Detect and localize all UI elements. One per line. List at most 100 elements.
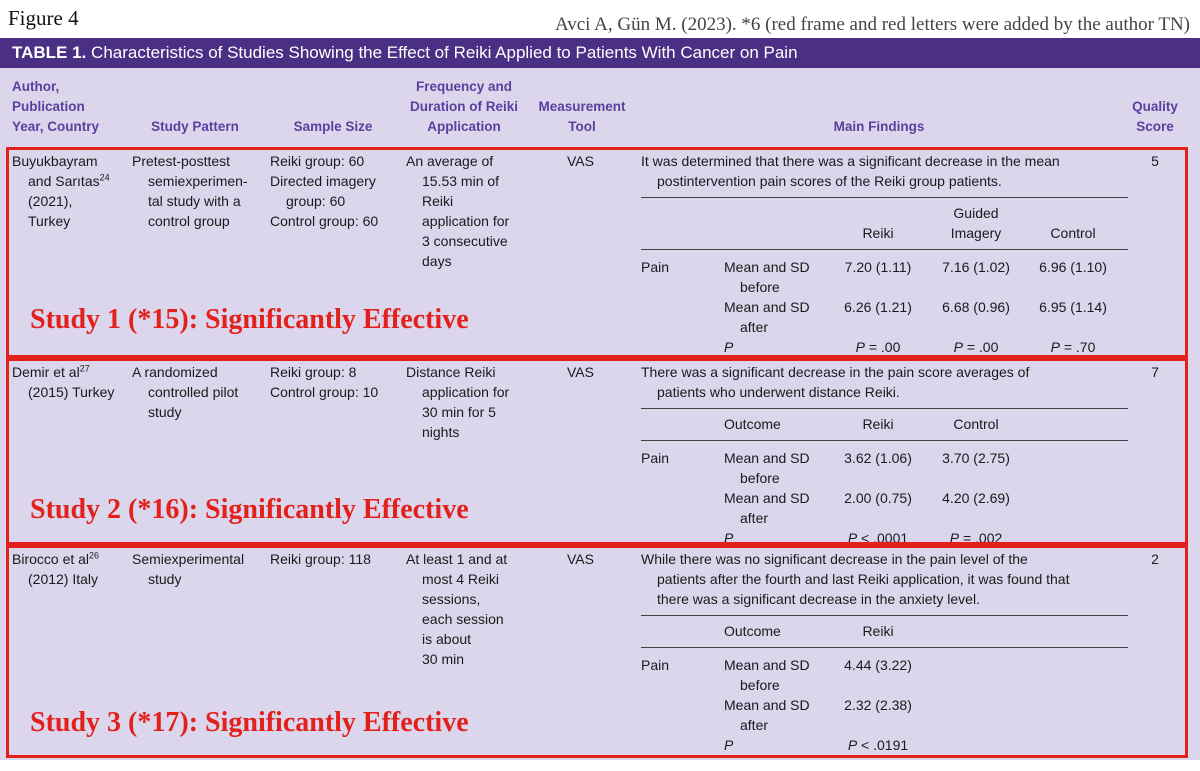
rule [641, 647, 1128, 648]
measure: Mean and SD before [724, 259, 810, 295]
citation: Avci A, Gün M. (2023). *6 (red frame and… [554, 14, 1190, 35]
frequency: most 4 Reiki [422, 571, 500, 587]
sample-size: group: 60 [286, 193, 346, 209]
column-header: Duration of Reiki [409, 99, 519, 114]
column-header: Score [1136, 119, 1174, 134]
study-pattern: semiexperimen- [148, 173, 248, 189]
column-header: Application [427, 119, 501, 134]
author: and Sarıtas24 [28, 172, 110, 189]
column-header: Quality [1132, 99, 1178, 114]
author: (2021), [28, 193, 73, 209]
outcome: Pain [641, 450, 670, 466]
column-header: Sample Size [293, 119, 373, 134]
rule [641, 615, 1128, 616]
measurement-tool: VAS [567, 153, 594, 169]
measure: P [724, 737, 734, 753]
main-finding: There was a significant decrease in the … [641, 364, 1030, 380]
frequency: 30 min [422, 651, 465, 667]
author: (2015) Turkey [28, 384, 115, 400]
result-value: 4.44 (3.22) [844, 657, 912, 673]
annotation: Study 3 (*17): Significantly Effective [30, 707, 469, 738]
frequency: application for [422, 213, 510, 229]
main-finding: patients who underwent distance Reiki. [657, 384, 900, 400]
result-header: Reiki [862, 225, 894, 241]
study-pattern: control group [148, 213, 230, 229]
result-header: Control [1050, 225, 1096, 241]
column-header: Tool [568, 119, 596, 134]
reference: 27 [79, 363, 90, 374]
table-label: TABLE 1. [12, 43, 87, 62]
red-frame [6, 147, 1188, 358]
main-finding: It was determined that there was a signi… [641, 153, 1060, 169]
frequency: 15.53 min of [422, 173, 500, 189]
frequency: sessions, [422, 591, 481, 607]
measure: Mean and SD after [724, 697, 810, 733]
red-frame [6, 545, 1188, 758]
measurement-tool: VAS [567, 364, 594, 380]
frequency: days [422, 253, 452, 269]
result-value: P = .00 [855, 339, 901, 355]
result-header: Outcome [724, 623, 781, 639]
result-header: Control [953, 416, 999, 432]
frequency: At least 1 and at [406, 551, 508, 567]
author: Buyukbayram [12, 153, 98, 169]
result-value: 7.20 (1.11) [844, 259, 912, 275]
annotation: Study 1 (*15): Significantly Effective [30, 304, 469, 335]
measurement-tool: VAS [567, 551, 594, 567]
main-finding: patients after the fourth and last Reiki… [657, 571, 1070, 587]
column-header: Frequency and [415, 79, 513, 94]
result-header: Reiki [862, 416, 894, 432]
sample-size: Reiki group: 8 [270, 364, 357, 380]
red-frame [6, 358, 1188, 545]
author: (2012) Italy [28, 571, 99, 587]
result-value: 7.16 (1.02) [942, 259, 1010, 275]
measure: P [724, 339, 734, 355]
study-pattern: tal study with a [148, 193, 241, 209]
author: Turkey [28, 213, 71, 229]
result-header: Outcome [724, 416, 781, 432]
rule [641, 197, 1128, 198]
sample-size: Control group: 60 [270, 213, 379, 229]
column-header: Main Findings [833, 119, 925, 134]
result-value: 4.20 (2.69) [942, 490, 1010, 506]
quality-score: 5 [1151, 153, 1159, 169]
annotation: Study 2 (*16): Significantly Effective [30, 494, 469, 525]
result-value: 6.68 (0.96) [942, 299, 1010, 315]
rule [641, 440, 1128, 441]
quality-score: 7 [1151, 364, 1159, 380]
outcome: Pain [641, 259, 670, 275]
main-finding: While there was no significant decrease … [641, 551, 1028, 567]
measure: Mean and SD after [724, 490, 810, 526]
study-pattern: study [148, 571, 182, 587]
measure: Mean and SD before [724, 450, 810, 486]
frequency: Reiki [422, 193, 454, 209]
sample-size: Control group: 10 [270, 384, 379, 400]
reference: 24 [99, 172, 110, 183]
study-pattern: Semiexperimental [132, 551, 245, 567]
study-pattern: study [148, 404, 182, 420]
column-header: Measurement [538, 99, 626, 114]
quality-score: 2 [1151, 551, 1159, 567]
frequency: nights [422, 424, 460, 440]
result-value: P = .00 [953, 339, 999, 355]
sample-size: Reiki group: 60 [270, 153, 365, 169]
frequency: 30 min for 5 [422, 404, 496, 420]
result-header: Reiki [862, 623, 894, 639]
result-value: 6.95 (1.14) [1039, 299, 1107, 315]
result-value: 2.00 (0.75) [844, 490, 912, 506]
study-pattern: A randomized [132, 364, 218, 380]
column-header: Author, [12, 79, 60, 94]
frequency: application for [422, 384, 510, 400]
column-header: Study Pattern [151, 119, 239, 134]
table-title: Characteristics of Studies Showing the E… [91, 43, 798, 62]
frequency: 3 consecutive [422, 233, 508, 249]
figure-label: Figure 4 [8, 6, 79, 30]
frequency: each session [422, 611, 504, 627]
author: Demir et al27 [12, 363, 90, 380]
result-value: P < .0191 [847, 737, 909, 753]
sample-size: Directed imagery [270, 173, 376, 189]
result-value: 6.26 (1.21) [844, 299, 912, 315]
title-bar: TABLE 1. Characteristics of Studies Show… [0, 38, 1200, 68]
result-value: 6.96 (1.10) [1039, 259, 1107, 275]
result-value: 3.62 (1.06) [844, 450, 912, 466]
